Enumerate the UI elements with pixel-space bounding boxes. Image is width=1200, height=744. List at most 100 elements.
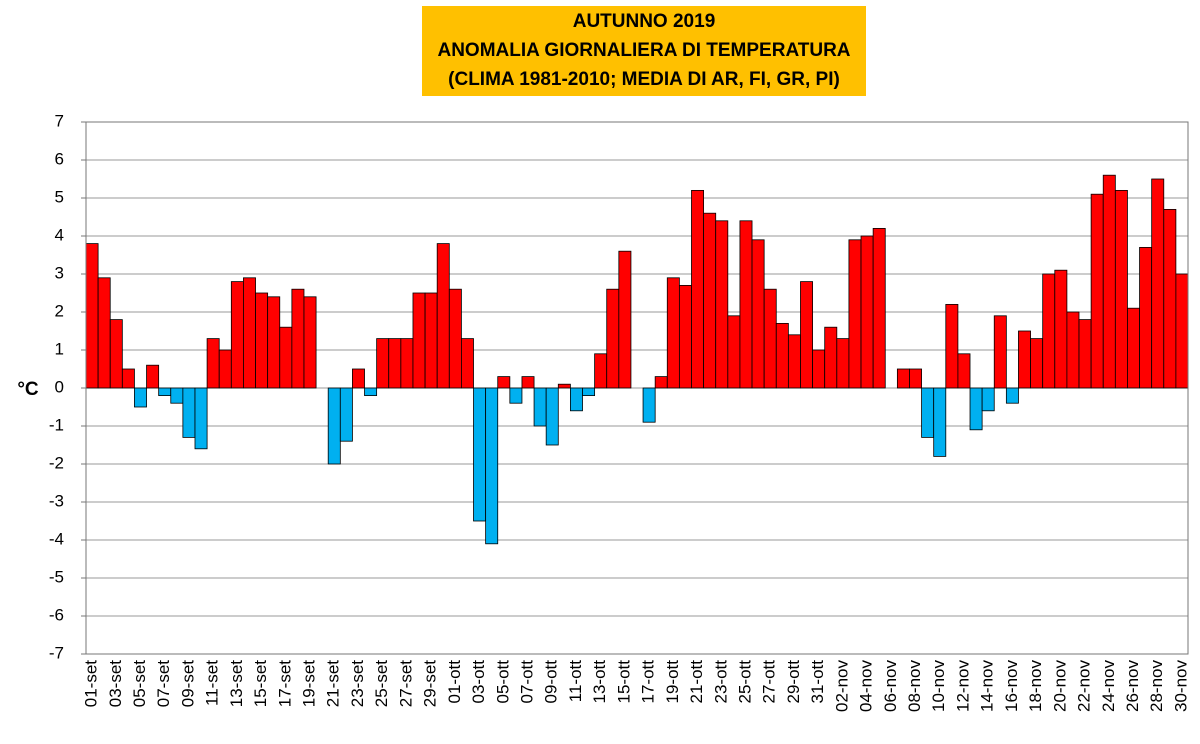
bar — [473, 387, 487, 522]
bar — [678, 284, 692, 389]
bar — [836, 338, 850, 389]
x-tick-label: 13-set — [227, 660, 246, 708]
x-tick-label: 09-ott — [542, 660, 561, 704]
bar — [703, 212, 717, 389]
x-tick-label: 22-nov — [1075, 660, 1094, 712]
bar — [400, 338, 414, 389]
bar — [1042, 273, 1056, 389]
x-tick-label: 17-ott — [639, 660, 658, 704]
bar — [957, 353, 971, 389]
x-tick-label: 19-set — [300, 660, 319, 708]
bar — [158, 387, 172, 396]
bar — [969, 387, 983, 431]
bar — [691, 189, 705, 389]
x-tick-label: 09-set — [178, 660, 197, 708]
bar — [255, 292, 269, 389]
y-tick-label: 1 — [55, 339, 64, 358]
x-tick-label: 23-set — [348, 660, 367, 708]
chart-title: ANOMALIA GIORNALIERA DI TEMPERATURA — [437, 40, 850, 61]
x-tick-label: 31-ott — [808, 660, 827, 704]
bar — [1078, 319, 1092, 389]
bar — [497, 376, 511, 389]
bar — [339, 387, 353, 442]
bar — [715, 220, 729, 389]
bar — [800, 281, 813, 389]
bar — [388, 338, 402, 389]
x-tick-label: 28-nov — [1147, 660, 1166, 712]
bar — [1127, 307, 1140, 389]
plot-border — [85, 121, 1189, 655]
bar — [666, 277, 680, 389]
x-tick-label: 14-nov — [978, 660, 997, 712]
bar — [509, 387, 523, 404]
bar — [569, 387, 583, 412]
bar — [533, 387, 547, 427]
bar — [582, 387, 596, 396]
bar — [448, 288, 462, 389]
bar — [654, 376, 668, 389]
bar — [594, 353, 608, 389]
bar — [291, 288, 305, 389]
x-tick-label: 18-nov — [1026, 660, 1045, 712]
bar — [243, 277, 256, 389]
x-tick-label: 17-set — [275, 660, 294, 708]
bar — [1066, 311, 1080, 389]
bar — [170, 387, 184, 404]
bar — [218, 349, 232, 389]
y-tick-label: 7 — [55, 111, 64, 130]
bar — [739, 220, 753, 389]
bar — [921, 387, 935, 438]
x-tick-label: 29-ott — [784, 660, 803, 704]
bar — [557, 383, 571, 389]
x-tick-label: 25-set — [372, 660, 391, 708]
x-tick-label: 11-set — [203, 660, 222, 706]
x-tick-label: 21-ott — [687, 660, 706, 704]
x-tick-label: 11-ott — [566, 660, 585, 702]
bar — [981, 387, 995, 412]
x-tick-label: 24-nov — [1099, 660, 1118, 712]
x-tick-label: 02-nov — [832, 660, 851, 712]
bar — [412, 292, 426, 389]
bar — [812, 349, 826, 389]
bar — [824, 326, 838, 389]
y-tick-label: -4 — [49, 529, 64, 548]
x-tick-label: 20-nov — [1050, 660, 1069, 712]
x-tick-label: 15-ott — [614, 660, 633, 704]
bar — [521, 376, 535, 389]
bar — [775, 322, 789, 389]
x-tick-label: 06-nov — [881, 660, 900, 712]
bar — [424, 292, 438, 389]
bar — [461, 338, 474, 389]
y-tick-label: 4 — [55, 225, 64, 244]
chart-title: (CLIMA 1981-2010; MEDIA DI AR, FI, GR, P… — [448, 69, 840, 90]
y-tick-label: -6 — [49, 605, 64, 624]
bar — [1018, 330, 1031, 389]
bar — [206, 338, 220, 389]
bar — [182, 387, 196, 438]
x-tick-label: 27-set — [396, 660, 415, 708]
bar — [1175, 273, 1189, 389]
bar — [727, 315, 741, 389]
bar — [146, 364, 160, 389]
x-tick-label: 01-set — [82, 660, 101, 708]
bar — [85, 243, 99, 389]
bar — [97, 277, 111, 389]
bar — [352, 368, 365, 389]
title-box — [422, 6, 866, 96]
bar — [121, 368, 135, 389]
x-tick-label: 01-ott — [445, 660, 464, 704]
chart-title: AUTUNNO 2019 — [573, 11, 716, 32]
bar — [993, 315, 1007, 389]
bar — [751, 239, 765, 389]
bar — [896, 368, 910, 389]
x-tick-label: 03-ott — [469, 660, 488, 704]
x-tick-label: 12-nov — [953, 660, 972, 712]
y-tick-label: -7 — [49, 643, 64, 662]
x-tick-label: 07-set — [154, 660, 173, 708]
bar — [945, 303, 959, 389]
bar — [327, 387, 341, 465]
x-tick-label: 10-nov — [929, 660, 948, 712]
bar — [1139, 246, 1153, 389]
bar — [194, 387, 208, 450]
